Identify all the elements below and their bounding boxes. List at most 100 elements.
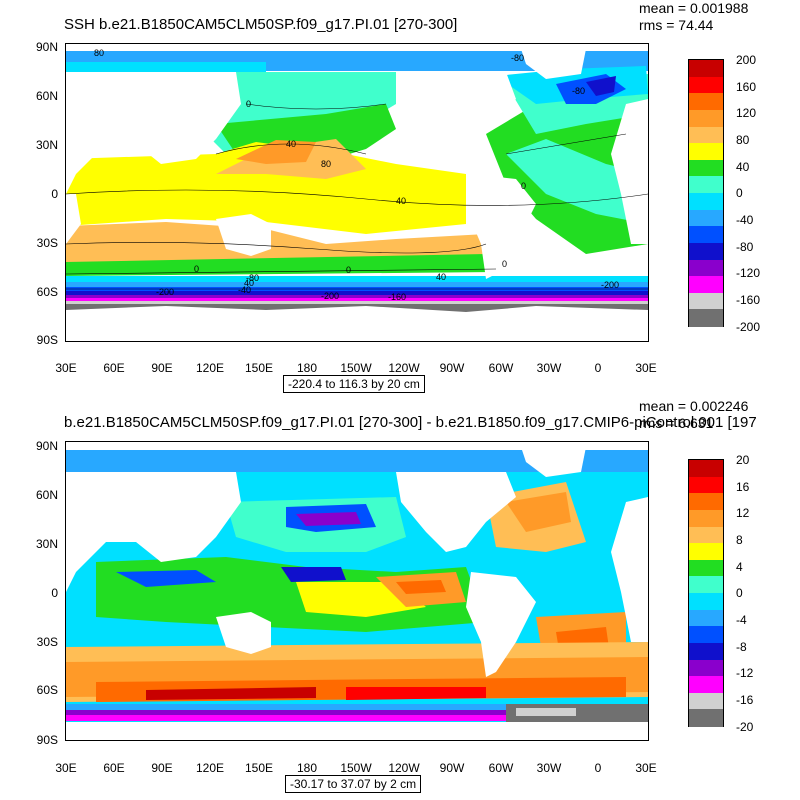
colorbar-box [689, 126, 723, 144]
panel-title: b.e21.B1850CAM5CLM50SP.f09_g17.PI.01 [27… [64, 414, 757, 431]
lon-label: 180 [296, 761, 318, 775]
lon-label: 30W [536, 361, 562, 375]
panel-title: SSH b.e21.B1850CAM5CLM50SP.f09_g17.PI.01… [64, 16, 458, 33]
contour-label: 40 [436, 272, 446, 282]
colorbar-label: -120 [736, 266, 761, 280]
colorbar-label: 8 [736, 533, 743, 547]
colorbar-label: -160 [736, 293, 761, 307]
colorbar-label: 160 [736, 80, 757, 94]
colorbar-box [689, 276, 723, 294]
colorbar-box [689, 476, 723, 494]
contour-label: -200 [601, 280, 619, 290]
colorbar-box [689, 176, 723, 194]
lon-label: 150E [244, 761, 274, 775]
ssh-map-field: 80 0 40 80 40 0 0 40 -80 0 -200 -40 40 0… [66, 44, 648, 341]
lon-label: 120E [195, 361, 225, 375]
contour-label: -200 [321, 291, 339, 301]
lat-label: 60N [35, 488, 58, 502]
colorbar-label: 12 [736, 506, 750, 520]
lon-label: 90W [439, 761, 465, 775]
lon-label: 90W [439, 361, 465, 375]
colorbar [688, 459, 724, 727]
lon-label: 0 [594, 761, 602, 775]
colorbar-box [689, 60, 723, 78]
contour-label: 0 [502, 259, 507, 269]
lat-label: 0 [51, 187, 58, 201]
difference-panel: b.e21.B1850CAM5CLM50SP.f09_g17.PI.01 [27… [0, 398, 800, 800]
lon-label: 30W [536, 761, 562, 775]
contour-label: -80 [572, 86, 585, 96]
contour-label: 0 [521, 181, 526, 191]
colorbar-label: -4 [736, 613, 747, 627]
contour-label: 40 [396, 196, 406, 206]
colorbar-box [689, 676, 723, 694]
colorbar-label: 16 [736, 480, 750, 494]
lon-label: 30E [55, 361, 77, 375]
colorbar-box [689, 609, 723, 627]
colorbar-label: -40 [736, 213, 754, 227]
contour-label: 80 [94, 48, 104, 58]
lon-label: 120W [388, 361, 420, 375]
contour-range-box: -220.4 to 116.3 by 20 cm [283, 375, 425, 393]
colorbar-box [689, 259, 723, 277]
colorbar-label: -12 [736, 666, 754, 680]
contour-label: -40 [238, 285, 251, 295]
colorbar-box [689, 709, 723, 727]
difference-map [65, 441, 649, 741]
colorbar-box [689, 692, 723, 710]
lon-label: 30E [635, 361, 657, 375]
colorbar-label: -20 [736, 720, 754, 734]
lon-label: 150E [244, 361, 274, 375]
lat-label: 90N [35, 40, 58, 54]
colorbar-box [689, 626, 723, 644]
ssh-map: 80 0 40 80 40 0 0 40 -80 0 -200 -40 40 0… [65, 43, 649, 342]
colorbar-label: -80 [736, 240, 754, 254]
rms-stat: rms = 74.44 [639, 17, 714, 33]
colorbar-label: 120 [736, 106, 757, 120]
mean-stat: mean = 0.001988 [639, 0, 749, 16]
lat-label: 30N [35, 138, 58, 152]
mean-stat: mean = 0.002246 [639, 398, 749, 414]
colorbar-box [689, 493, 723, 511]
lat-label: 90N [35, 439, 58, 453]
contour-label: 40 [244, 278, 254, 288]
lat-label: 30N [35, 537, 58, 551]
colorbar-label: 0 [736, 186, 743, 200]
colorbar-box [689, 559, 723, 577]
contour-label: 40 [286, 139, 296, 149]
lat-label: 0 [51, 586, 58, 600]
lat-label: 60S [36, 683, 58, 697]
colorbar-label: 0 [736, 586, 743, 600]
colorbar-box [689, 460, 723, 478]
rms-stat: rms = 6.631 [639, 415, 714, 431]
colorbar-box [689, 226, 723, 244]
lon-label: 150W [340, 761, 372, 775]
colorbar-box [689, 76, 723, 94]
lon-label: 180 [296, 361, 318, 375]
colorbar-label: 40 [736, 160, 750, 174]
lon-label: 60W [488, 361, 514, 375]
colorbar-label: -8 [736, 640, 747, 654]
lat-label: 60S [36, 285, 58, 299]
contour-label: -80 [511, 53, 524, 63]
lat-label: 60N [35, 89, 58, 103]
colorbar-label: -16 [736, 693, 754, 707]
colorbar-label: 80 [736, 133, 750, 147]
colorbar-label: 20 [736, 453, 750, 467]
colorbar-box [689, 109, 723, 127]
lon-label: 30E [635, 761, 657, 775]
colorbar-box [689, 509, 723, 527]
colorbar-box [689, 593, 723, 611]
lon-label: 120E [195, 761, 225, 775]
contour-label: 0 [346, 265, 351, 275]
lon-label: 150W [340, 361, 372, 375]
contour-label: 0 [194, 264, 199, 274]
colorbar-box [689, 292, 723, 310]
contour-label: -80 [246, 273, 259, 283]
colorbar-box [689, 143, 723, 161]
contour-range-box: -30.17 to 37.07 by 2 cm [285, 775, 422, 793]
colorbar-label: 200 [736, 53, 757, 67]
contour-label: -200 [156, 287, 174, 297]
ssh-panel: SSH b.e21.B1850CAM5CLM50SP.f09_g17.PI.01… [35, 0, 761, 393]
colorbar-box [689, 642, 723, 660]
